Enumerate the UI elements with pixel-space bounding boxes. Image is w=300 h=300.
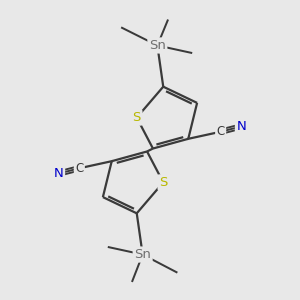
Text: N: N <box>236 120 246 133</box>
Text: N: N <box>54 167 64 180</box>
Text: S: S <box>133 111 141 124</box>
Text: S: S <box>159 176 167 189</box>
Text: Sn: Sn <box>134 248 151 261</box>
Text: Sn: Sn <box>149 39 166 52</box>
Text: C: C <box>217 125 225 138</box>
Text: C: C <box>75 162 83 175</box>
